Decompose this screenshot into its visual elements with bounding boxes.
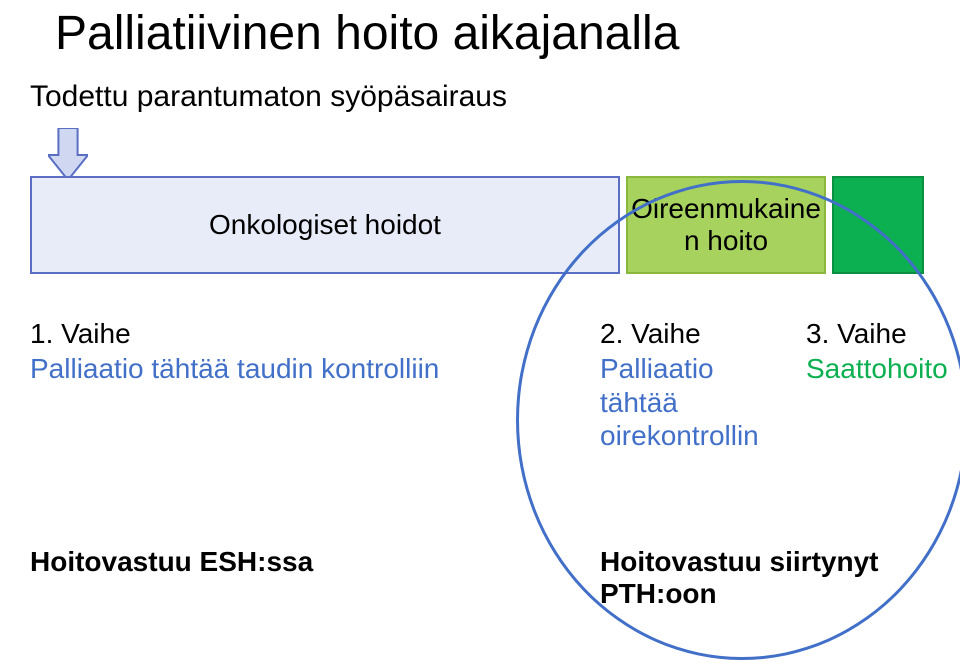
phase-column: 3. VaiheSaattohoito (806, 318, 960, 386)
phase-header: 3. Vaihe (806, 318, 960, 350)
footer-left: Hoitovastuu ESH:ssa (30, 546, 313, 578)
page-title: Palliatiivinen hoito aikajanalla (55, 6, 679, 61)
phase-column: 2. VaihePalliaatio tähtää oirekontrollin (600, 318, 790, 453)
footer-row: Hoitovastuu ESH:ssa Hoitovastuu siirtyny… (30, 546, 930, 578)
timeline-segment: Onkologiset hoidot (30, 176, 620, 274)
phase-header: 1. Vaihe (30, 318, 516, 350)
phase-column: 1. VaihePalliaatio tähtää taudin kontrol… (30, 318, 516, 386)
phase-description: Saattohoito (806, 352, 960, 386)
footer-right: Hoitovastuu siirtynyt PTH:oon (600, 546, 930, 610)
phase-header: 2. Vaihe (600, 318, 790, 350)
phase-description: Palliaatio tähtää taudin kontrolliin (30, 352, 516, 386)
page-subtitle: Todettu parantumaton syöpäsairaus (30, 80, 507, 114)
phase-description: Palliaatio tähtää oirekontrollin (600, 352, 790, 453)
